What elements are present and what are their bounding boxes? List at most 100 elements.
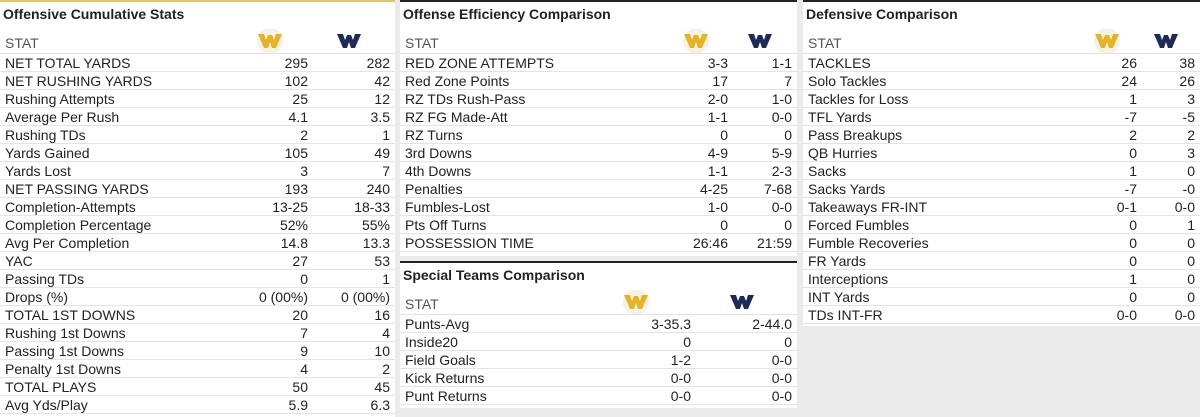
away-value: 0-0 <box>771 370 792 386</box>
team-logo-cell <box>664 26 728 60</box>
stat-row: RZ FG Made-Att 1-1 0-0 <box>400 108 797 126</box>
away-value: 1 <box>1187 217 1195 233</box>
home-value: -7 <box>1124 109 1137 125</box>
stat-row: Sacks Yards -7 -0 <box>803 180 1200 198</box>
away-value: 49 <box>374 145 390 161</box>
home-value: 0 <box>1129 253 1137 269</box>
away-value: 0 <box>784 334 792 350</box>
away-value: 0-0 <box>1174 307 1195 323</box>
stat-row: Forced Fumbles 0 1 <box>803 216 1200 234</box>
away-value: 4 <box>382 325 390 341</box>
stat-label: TFL Yards <box>808 109 872 125</box>
stat-row: TDs INT-FR 0-0 0-0 <box>803 306 1200 324</box>
away-value: 7 <box>784 73 792 89</box>
home-value: 0 <box>1129 289 1137 305</box>
stat-row: TFL Yards -7 -5 <box>803 108 1200 126</box>
away-value: 0-0 <box>771 109 792 125</box>
stat-row: Punts-Avg 3-35.3 2-44.0 <box>400 315 797 333</box>
stat-row: Red Zone Points 17 7 <box>400 72 797 90</box>
team-logo <box>337 34 361 48</box>
stat-row: Rushing TDs 2 1 <box>0 126 395 144</box>
stat-label: Forced Fumbles <box>808 217 910 233</box>
stat-row: Takeaways FR-INT 0-1 0-0 <box>803 198 1200 216</box>
stat-label: Penalties <box>405 181 463 197</box>
stat-label: Sacks Yards <box>808 181 886 197</box>
stat-label: Tackles for Loss <box>808 91 909 107</box>
away-value: 2-44.0 <box>752 316 792 332</box>
team-logo <box>683 28 709 54</box>
team-logo-cell <box>691 287 792 321</box>
away-value: 1-1 <box>771 55 792 71</box>
away-value: 7 <box>382 163 390 179</box>
home-value: 1-2 <box>670 352 691 368</box>
stat-label: POSSESSION TIME <box>405 235 534 251</box>
stat-label: Completion-Attempts <box>5 199 136 215</box>
home-value: 0 <box>720 127 728 143</box>
home-value: 25 <box>292 91 308 107</box>
team-logo-cell <box>728 26 792 60</box>
stat-label: Avg Per Completion <box>5 235 130 251</box>
stat-row: Completion-Attempts 13-25 18-33 <box>0 198 395 216</box>
stat-label: Passing TDs <box>5 271 85 287</box>
stat-row: Inside20 0 0 <box>400 333 797 351</box>
header-row: STAT <box>400 26 797 54</box>
away-value: 0-0 <box>1174 199 1195 215</box>
stat-label: Punts-Avg <box>405 316 470 332</box>
stat-label: RZ FG Made-Att <box>405 109 508 125</box>
stat-label: Pass Breakups <box>808 127 903 143</box>
stat-label: Completion Percentage <box>5 217 152 233</box>
home-value: 2 <box>300 127 308 143</box>
away-value: 45 <box>374 379 390 395</box>
home-value: 3-3 <box>707 55 728 71</box>
home-value: 105 <box>284 145 308 161</box>
stat-row: TACKLES 26 38 <box>803 54 1200 72</box>
team-logo-cell <box>308 26 390 60</box>
away-value: 38 <box>1179 55 1195 71</box>
stat-label: RED ZONE ATTEMPTS <box>405 55 555 71</box>
home-value: 7 <box>300 325 308 341</box>
panel-title: Special Teams Comparison <box>403 267 585 283</box>
home-value: -7 <box>1124 181 1137 197</box>
home-value: 2 <box>1129 127 1137 143</box>
stat-label: NET PASSING YARDS <box>5 181 149 197</box>
home-value: 50 <box>292 379 308 395</box>
team-logo-cell <box>1137 26 1195 60</box>
away-value: 53 <box>374 253 390 269</box>
header-row: STAT <box>0 26 395 54</box>
stat-label: RZ Turns <box>405 127 463 143</box>
stat-label: Inside20 <box>405 334 458 350</box>
home-value: 3 <box>300 163 308 179</box>
stat-row: Pts Off Turns 0 0 <box>400 216 797 234</box>
away-value: 6.3 <box>370 397 390 413</box>
away-value: 3.5 <box>370 109 390 125</box>
stat-row: QB Hurries 0 3 <box>803 144 1200 162</box>
home-value: 4 <box>300 361 308 377</box>
stat-label: Kick Returns <box>405 370 485 386</box>
team-logo <box>257 28 283 54</box>
home-value: 0-1 <box>1116 199 1137 215</box>
away-value: 0-0 <box>771 352 792 368</box>
header-label: STAT <box>5 35 39 51</box>
away-value: 13.3 <box>362 235 390 251</box>
panel: Offense Efficiency Comparison STAT RED ZON… <box>400 0 797 256</box>
panel: Defensive Comparison STAT TACKLES 26 38 Solo … <box>803 0 1200 326</box>
home-value: 17 <box>712 73 728 89</box>
away-value: 42 <box>374 73 390 89</box>
away-value: 0 <box>1187 163 1195 179</box>
stat-label: TDs INT-FR <box>808 307 883 323</box>
stat-label: Fumbles-Lost <box>405 199 490 215</box>
away-value: 0 <box>784 127 792 143</box>
stat-label: Solo Tackles <box>808 73 887 89</box>
stat-label: TOTAL 1ST DOWNS <box>5 307 136 323</box>
stat-label: Average Per Rush <box>5 109 120 125</box>
stat-row: 3rd Downs 4-9 5-9 <box>400 144 797 162</box>
stat-row: 4th Downs 1-1 2-3 <box>400 162 797 180</box>
home-value: 0 (00%) <box>258 289 308 305</box>
stat-label: Rushing 1st Downs <box>5 325 126 341</box>
home-value: 0-0 <box>1116 307 1137 323</box>
stat-row: Penalty 1st Downs 4 2 <box>0 360 395 378</box>
stat-row: Drops (%) 0 (00%) 0 (00%) <box>0 288 395 306</box>
home-value: 0 <box>300 271 308 287</box>
stat-row: NET TOTAL YARDS 295 282 <box>0 54 395 72</box>
team-logo <box>1094 28 1120 54</box>
